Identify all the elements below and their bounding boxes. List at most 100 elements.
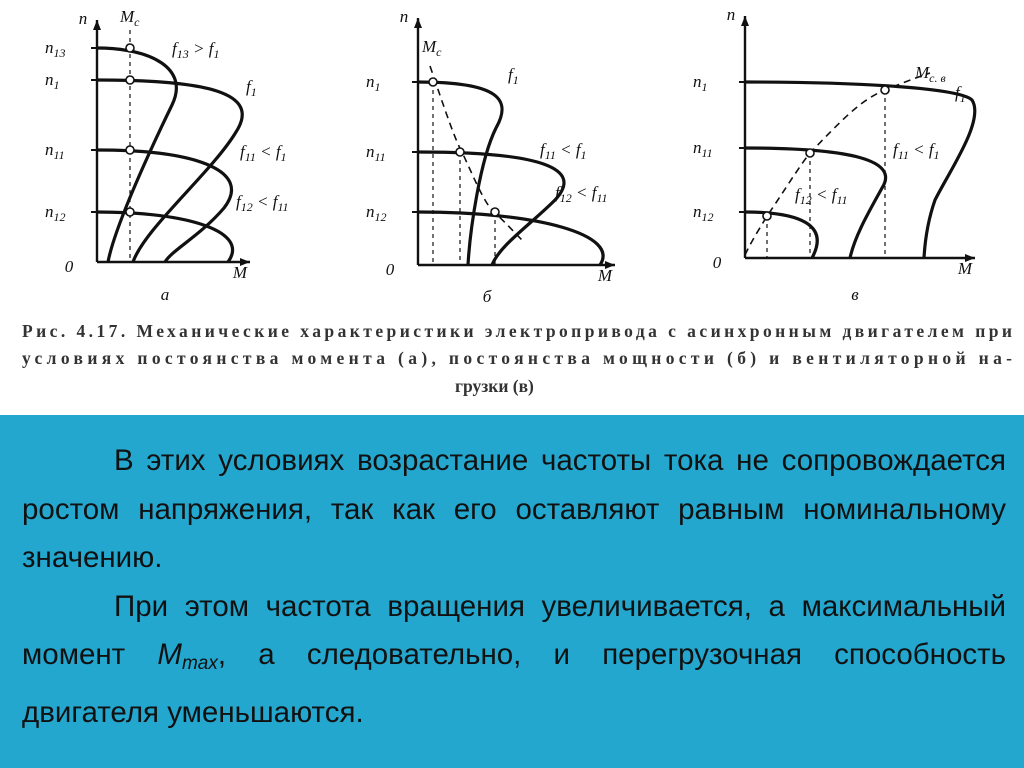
label: M — [597, 266, 613, 285]
label-text: f — [246, 77, 253, 96]
subscript: с. в — [929, 71, 946, 85]
label-text: > f — [189, 39, 216, 58]
label: n12 — [693, 202, 714, 224]
subscript: 12 — [702, 210, 714, 224]
point — [490, 207, 500, 217]
caption: Рис. 4.17. Механические характеристики э… — [22, 321, 1012, 396]
point — [805, 148, 815, 158]
label: Mс — [421, 37, 442, 59]
subscript: 11 — [375, 150, 386, 164]
label-text: < f — [572, 183, 599, 202]
label: 0 — [65, 257, 74, 276]
label: f11 < f1 — [540, 140, 587, 162]
label-text: f — [955, 83, 962, 102]
label-text: f — [795, 185, 802, 204]
curve — [417, 80, 504, 266]
subscript: 12 — [375, 210, 387, 224]
curve — [744, 210, 819, 259]
symbol: M — [157, 638, 182, 671]
label: n12 — [45, 202, 66, 224]
point — [880, 85, 890, 95]
text-body: В этих условиях возрастание частоты тока… — [22, 437, 1006, 737]
subscript: 13 — [177, 47, 189, 61]
point — [125, 145, 135, 155]
subscript: 13 — [54, 46, 66, 60]
subscript: 12 — [241, 200, 253, 214]
point — [762, 211, 772, 221]
label: n1 — [45, 70, 60, 92]
label: а — [161, 285, 170, 304]
label-text: < f — [256, 142, 283, 161]
label: n11 — [45, 140, 65, 162]
label: f1 — [508, 65, 519, 87]
label-text: n — [693, 202, 702, 221]
text-run: , а следовательно, и перегрузочная спосо… — [22, 638, 1007, 729]
subscript: 11 — [54, 148, 65, 162]
label-text: f — [240, 142, 247, 161]
label: n — [400, 7, 409, 26]
label: n — [79, 9, 88, 28]
arrow — [93, 20, 101, 30]
subscript: 11 — [245, 150, 256, 164]
label: n1 — [693, 72, 708, 94]
label-text: n — [45, 202, 54, 221]
label: в — [851, 285, 859, 304]
caption-line: Рис. 4.17. Механические характеристики э… — [22, 321, 1012, 341]
symbol-subscript: max — [181, 653, 218, 674]
label-text: M — [914, 63, 930, 82]
label-text: M — [421, 37, 437, 56]
subscript: 12 — [560, 191, 572, 205]
label-text: M — [119, 7, 135, 26]
subscript: 1 — [581, 148, 587, 162]
subscript: 1 — [54, 78, 60, 92]
subscript: 12 — [54, 210, 66, 224]
subscript: 1 — [251, 85, 257, 99]
arrow — [741, 16, 749, 26]
label: Mс. в — [914, 63, 946, 85]
label: 0 — [713, 253, 722, 272]
subscript: 1 — [281, 150, 287, 164]
label-text: f — [893, 140, 900, 159]
subscript: 11 — [277, 200, 288, 214]
label-text: n — [366, 142, 375, 161]
label-text: < f — [253, 192, 280, 211]
caption-line: грузки (в) — [455, 376, 534, 396]
caption-line: условиях постоянства момента (а), постоя… — [22, 348, 1012, 368]
label: n — [727, 5, 736, 24]
figure: Рис. 4.17. Механические характеристики э… — [22, 5, 1012, 396]
curve — [96, 46, 178, 263]
point — [125, 75, 135, 85]
subscript: 1 — [934, 148, 940, 162]
label-text: n — [693, 72, 702, 91]
curve — [417, 210, 605, 266]
label-text: n — [366, 72, 375, 91]
label: Mс — [119, 7, 140, 29]
label: M — [232, 263, 248, 282]
label-text: n — [45, 38, 54, 57]
subscript: 11 — [545, 148, 556, 162]
point — [428, 77, 438, 87]
label: n12 — [366, 202, 387, 224]
text-panel: В этих условиях возрастание частоты тока… — [0, 415, 1024, 768]
subscript: 11 — [596, 191, 607, 205]
load-curve — [429, 65, 523, 241]
subscript: 1 — [702, 80, 708, 94]
label: f1 — [955, 83, 966, 105]
label-text: n — [366, 202, 375, 221]
subscript: 12 — [800, 193, 812, 207]
curve — [417, 150, 566, 266]
arrow — [965, 254, 975, 262]
point — [125, 207, 135, 217]
label-text: f — [540, 140, 547, 159]
subscript: 1 — [513, 73, 519, 87]
label: n11 — [693, 138, 713, 160]
subscript: 11 — [702, 146, 713, 160]
subscript: 11 — [898, 148, 909, 162]
label: б — [483, 287, 492, 306]
subscript: 1 — [960, 91, 966, 105]
label: f1 — [246, 77, 257, 99]
subscript: 11 — [836, 193, 847, 207]
subscript: с — [436, 45, 442, 59]
label: f12 < f11 — [795, 185, 848, 207]
label: f11 < f1 — [893, 140, 940, 162]
